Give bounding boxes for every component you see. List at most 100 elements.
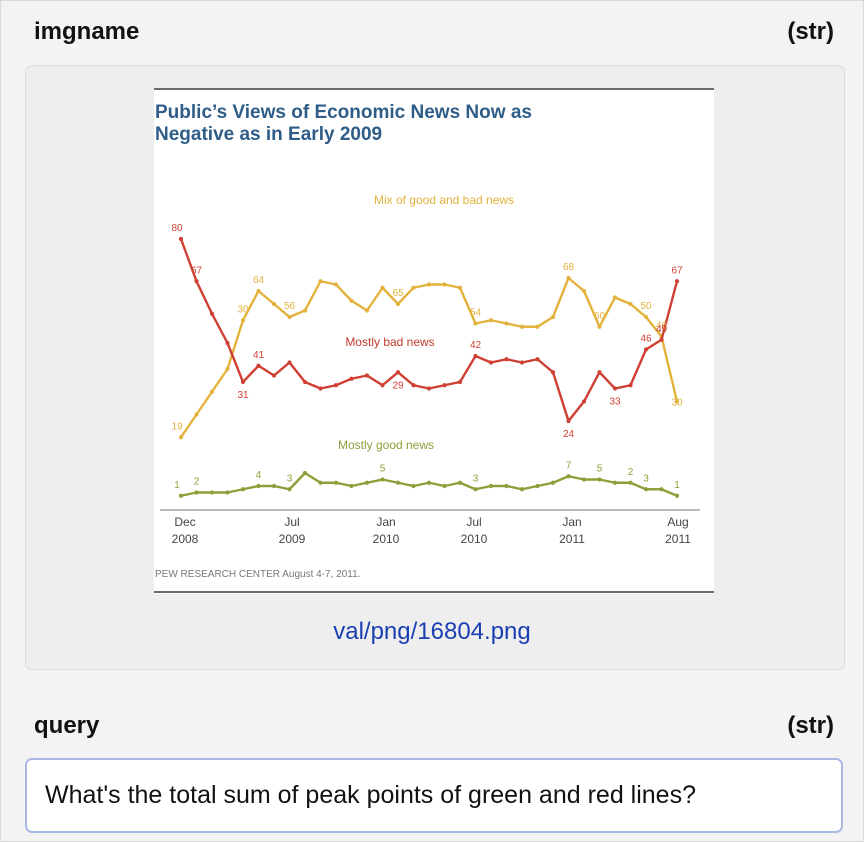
series-point-1-6 <box>271 373 277 378</box>
series-point-1-20 <box>488 360 494 365</box>
series-point-1-23 <box>535 357 540 362</box>
series-point-0-29 <box>628 301 633 307</box>
series-point-0-8 <box>302 308 308 313</box>
series-point-0-28 <box>612 295 618 300</box>
series-point-1-14 <box>395 370 401 375</box>
data-label-2-30: 3 <box>643 473 649 484</box>
series-point-2-0 <box>178 493 184 498</box>
series-point-0-25 <box>566 275 571 281</box>
series-point-0-32 <box>674 399 680 404</box>
series-point-1-22 <box>519 360 525 365</box>
series-point-0-4 <box>240 318 246 323</box>
x-tick-month-2: Jan <box>376 515 395 529</box>
series-2 <box>178 470 680 498</box>
data-label-0-5: 64 <box>253 275 265 286</box>
data-label-1-1: 67 <box>191 265 203 276</box>
series-point-2-24 <box>550 480 556 485</box>
series-point-0-5 <box>256 288 261 294</box>
series-point-1-4 <box>240 379 246 385</box>
series-point-0-22 <box>519 324 525 329</box>
series-name-0: Mix of good and bad news <box>374 193 514 207</box>
series-point-1-29 <box>628 383 633 388</box>
series-point-2-23 <box>535 483 540 489</box>
series-point-0-30 <box>643 314 649 320</box>
series-name-1: Mostly bad news <box>345 335 434 349</box>
series-point-1-17 <box>442 383 447 388</box>
data-label-2-29: 2 <box>628 467 634 478</box>
series-point-2-11 <box>349 483 354 489</box>
series-point-0-2 <box>209 389 215 394</box>
series-point-2-29 <box>628 480 633 485</box>
series-point-1-31 <box>659 337 664 342</box>
data-label-2-27: 5 <box>597 464 603 475</box>
series-point-1-24 <box>550 370 556 375</box>
series-point-2-28 <box>612 480 618 485</box>
series-point-2-26 <box>581 477 587 482</box>
series-point-1-9 <box>318 386 323 391</box>
series-point-2-30 <box>643 487 649 492</box>
series-point-1-30 <box>643 347 649 352</box>
x-tick-month-5: Aug <box>667 515 688 529</box>
series-1 <box>178 236 680 424</box>
data-label-2-19: 3 <box>473 473 479 484</box>
series-point-1-26 <box>581 399 587 404</box>
x-tick-month-1: Jul <box>284 515 299 529</box>
x-tick-year-0: 2008 <box>172 532 199 546</box>
series-point-2-25 <box>566 474 571 479</box>
data-label-0-25: 68 <box>563 262 575 273</box>
series-point-0-17 <box>442 282 447 287</box>
series-point-1-11 <box>349 376 354 381</box>
series-point-1-7 <box>287 360 292 365</box>
series-point-2-27 <box>597 477 602 482</box>
data-label-2-5: 4 <box>256 470 262 481</box>
series-point-0-10 <box>333 282 339 287</box>
series-point-1-21 <box>504 357 509 362</box>
image-path-link[interactable]: val/png/16804.png <box>333 618 531 645</box>
series-point-0-20 <box>488 318 494 323</box>
series-point-0-1 <box>194 412 199 417</box>
x-tick-year-3: 2010 <box>461 532 488 546</box>
series-point-1-13 <box>380 383 385 388</box>
series-point-0-0 <box>178 435 184 440</box>
series-name-2: Mostly good news <box>338 438 434 452</box>
series-point-1-3 <box>225 340 230 346</box>
series-point-2-31 <box>659 487 664 492</box>
series-point-1-25 <box>566 418 571 424</box>
data-label-1-5: 41 <box>253 350 265 361</box>
query-field-label: query <box>34 712 100 739</box>
series-point-2-22 <box>519 487 525 492</box>
data-label-2-7: 3 <box>287 473 293 484</box>
series-point-1-10 <box>333 383 339 388</box>
data-label-2-1: 2 <box>194 477 200 488</box>
series-point-2-9 <box>318 480 323 485</box>
imgname-field-type: (str) <box>787 18 834 45</box>
data-label-2-25: 7 <box>566 460 572 471</box>
series-point-0-13 <box>380 285 385 290</box>
x-tick-year-2: 2010 <box>373 532 400 546</box>
series-point-1-12 <box>364 373 370 378</box>
series-point-2-6 <box>271 483 277 489</box>
series-point-1-28 <box>612 386 618 391</box>
series-point-1-2 <box>209 311 215 316</box>
series-point-0-26 <box>581 288 587 294</box>
series-point-1-19 <box>473 353 478 359</box>
series-point-0-23 <box>535 324 540 329</box>
series-point-1-16 <box>426 386 432 391</box>
x-tick-month-0: Dec <box>174 515 195 529</box>
series-point-2-16 <box>426 480 432 485</box>
imgname-field-header: imgname (str) <box>34 18 834 46</box>
query-text: What's the total sum of peak points of g… <box>45 781 696 809</box>
series-point-0-24 <box>550 314 556 320</box>
data-label-1-28: 33 <box>609 397 621 408</box>
series-point-1-1 <box>194 279 199 284</box>
query-text-field[interactable]: What's the total sum of peak points of g… <box>25 758 843 833</box>
series-point-0-3 <box>225 366 230 372</box>
series-point-0-6 <box>271 301 277 307</box>
series-point-2-21 <box>504 483 509 489</box>
series-point-0-11 <box>349 298 354 303</box>
data-label-0-4: 30 <box>237 304 249 315</box>
x-tick-month-3: Jul <box>466 515 481 529</box>
series-point-0-27 <box>597 324 602 329</box>
data-label-0-0: 19 <box>171 421 183 432</box>
series-point-2-14 <box>395 480 401 485</box>
